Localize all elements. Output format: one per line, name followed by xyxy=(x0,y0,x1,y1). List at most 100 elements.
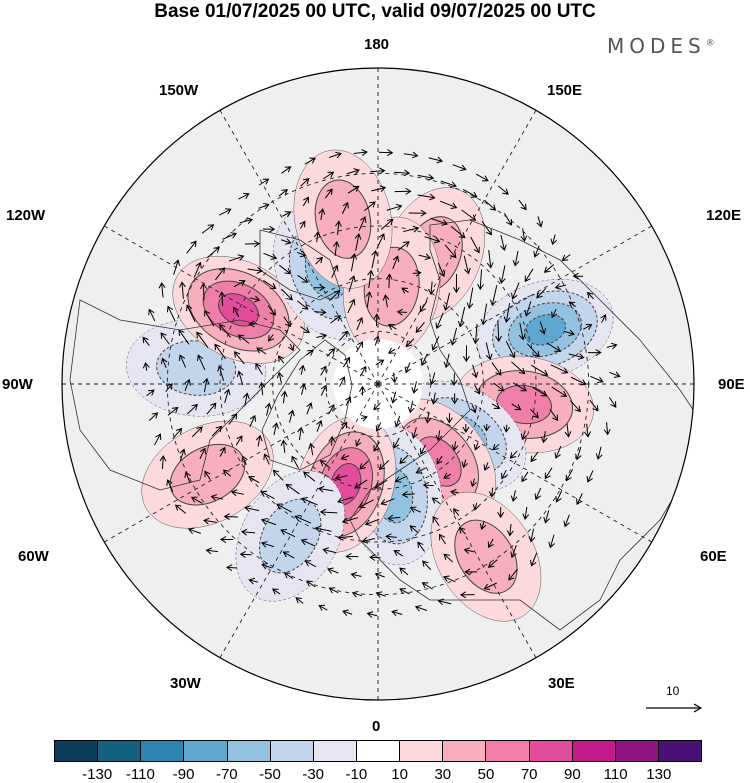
wind-vector xyxy=(540,430,548,444)
wind-vector xyxy=(230,489,244,497)
wind-vector xyxy=(463,547,474,555)
wind-vector xyxy=(272,422,279,436)
wind-vector xyxy=(418,253,432,261)
wind-vector xyxy=(218,323,232,338)
wind-vector xyxy=(422,560,432,571)
wind-vector xyxy=(421,582,433,590)
wind-vector xyxy=(415,321,425,334)
wind-vector xyxy=(200,282,207,301)
wind-vector xyxy=(228,254,245,262)
colorbar-tick-label: 70 xyxy=(520,766,538,783)
wind-vector xyxy=(561,254,571,261)
wind-vector xyxy=(347,298,356,314)
wind-vector xyxy=(256,347,267,355)
wind-vector xyxy=(453,273,460,294)
wind-vector xyxy=(240,528,256,536)
wind-vector xyxy=(432,515,440,527)
wind-vector xyxy=(367,269,374,288)
wind-vector xyxy=(563,329,575,337)
wind-vector xyxy=(219,446,226,457)
wind-vector xyxy=(385,533,397,541)
wind-vector xyxy=(335,220,342,235)
registered-mark: ® xyxy=(705,38,715,49)
wind-vector xyxy=(424,236,441,244)
wind-vector xyxy=(470,478,477,488)
wind-vector xyxy=(409,525,419,534)
wind-vector xyxy=(226,564,238,572)
wind-vector xyxy=(319,460,330,468)
wind-vector xyxy=(603,422,611,436)
colorbar-bin xyxy=(529,741,573,761)
wind-vector xyxy=(470,404,477,414)
wind-vector xyxy=(319,508,338,516)
wind-vector xyxy=(394,415,401,428)
wind-vector xyxy=(353,149,368,156)
wind-vector xyxy=(280,528,296,538)
wind-vector xyxy=(450,488,459,496)
wind-vector xyxy=(417,541,425,552)
wind-vector xyxy=(280,439,288,453)
wind-vector xyxy=(320,365,327,376)
wind-vector xyxy=(308,442,315,456)
label-150e: 150E xyxy=(547,82,583,99)
wind-vector xyxy=(296,250,307,258)
wind-vector xyxy=(480,303,488,326)
wind-vector xyxy=(205,547,219,555)
wind-vector xyxy=(373,335,381,346)
colorbar-tick-label: 50 xyxy=(477,766,495,783)
wind-vector xyxy=(199,447,206,459)
wind-vector xyxy=(392,255,400,270)
wind-vector xyxy=(462,345,470,363)
wind-vector xyxy=(331,264,339,279)
wind-vector xyxy=(303,471,316,482)
wind-vector xyxy=(297,274,309,283)
wind-vector xyxy=(283,316,292,328)
colorbar-bin xyxy=(55,741,99,761)
wind-vector xyxy=(337,533,353,541)
wind-vector xyxy=(238,192,250,200)
wind-vectors xyxy=(142,149,621,618)
wind-vector xyxy=(608,397,617,408)
wind-vector xyxy=(443,553,454,563)
wind-vector xyxy=(511,403,522,411)
wind-vector xyxy=(184,471,191,484)
wind-vector xyxy=(342,609,353,616)
label-60e: 60E xyxy=(700,548,727,565)
wind-vector xyxy=(450,327,458,346)
wind-vector xyxy=(530,552,538,567)
wind-vector xyxy=(511,282,520,300)
wind-vector xyxy=(485,342,493,361)
wind-vector xyxy=(551,386,568,397)
wind-vector xyxy=(600,314,607,324)
wind-vector xyxy=(297,426,304,441)
wind-vector xyxy=(415,467,426,474)
wind-vector xyxy=(166,479,174,493)
colorbar-bin xyxy=(443,741,487,761)
wind-vector xyxy=(361,536,375,544)
wind-vector xyxy=(354,233,362,251)
wind-vector xyxy=(313,231,321,243)
wind-vector xyxy=(451,441,459,451)
wind-vector xyxy=(358,499,374,509)
wind-vector xyxy=(417,193,436,201)
wind-vector xyxy=(500,469,508,480)
wind-vector xyxy=(375,359,385,366)
wind-vector xyxy=(300,326,311,334)
colorbar-bin xyxy=(615,741,659,761)
reference-vector-arrow xyxy=(646,703,703,713)
wind-vector xyxy=(330,290,341,301)
wind-vector xyxy=(474,384,481,395)
wind-vector xyxy=(340,453,350,461)
wind-vector xyxy=(359,460,369,470)
wind-vector xyxy=(255,434,263,447)
wind-vector xyxy=(435,312,444,330)
wind-vector xyxy=(318,604,328,611)
wind-vector xyxy=(337,496,354,504)
wind-vector xyxy=(360,415,368,422)
wind-vector xyxy=(530,451,539,463)
wind-vector xyxy=(315,256,323,265)
wind-vector xyxy=(304,560,317,568)
wind-vector xyxy=(417,173,435,181)
wind-vector xyxy=(399,588,410,595)
